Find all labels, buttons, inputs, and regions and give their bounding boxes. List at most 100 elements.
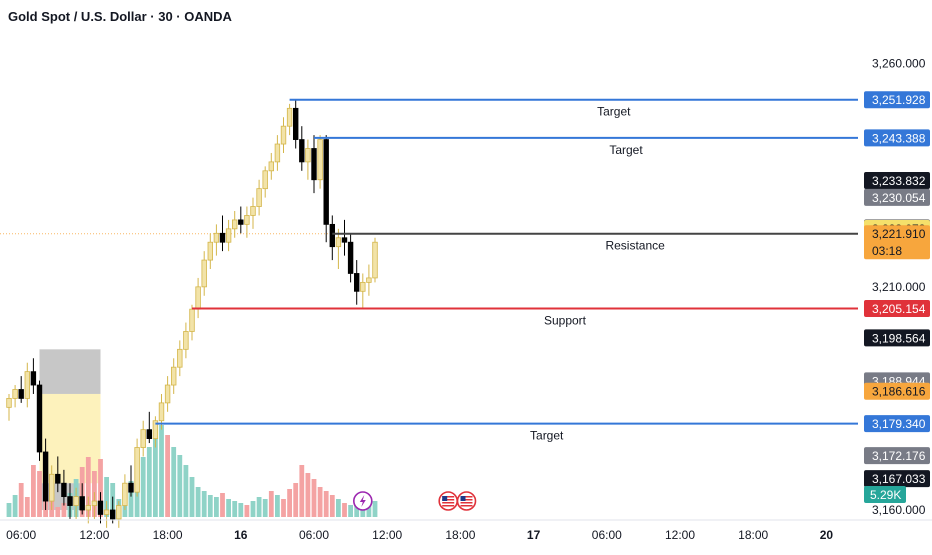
volume-bar (55, 507, 61, 517)
candle-body (286, 107, 293, 127)
price-tag-label: 3,230.054 (872, 191, 926, 205)
x-tick-label: 06:00 (6, 528, 36, 542)
candle-body (183, 331, 189, 350)
lightning-icon (352, 491, 373, 511)
price-tag-label: 3,198.564 (872, 331, 926, 345)
volume-bar (31, 465, 36, 517)
price-tag: 3,251.928 (864, 91, 930, 109)
candle-body (128, 482, 134, 493)
candle-body (335, 237, 342, 248)
volume-bar (329, 495, 335, 517)
zone-box (39, 393, 101, 484)
volume-bar (293, 483, 299, 517)
chart-title: Gold Spot / U.S. Dollar · 30 · OANDA (8, 9, 232, 24)
volume-bar (256, 497, 262, 517)
candle-body (225, 228, 232, 243)
volume-bar (342, 503, 347, 517)
volume-bar (177, 455, 183, 517)
volume-bar (348, 505, 353, 517)
candle-body (341, 237, 348, 243)
volume-bar (232, 501, 238, 517)
volume-bar (61, 503, 67, 517)
candle-body (73, 496, 79, 506)
volume-bar (207, 495, 213, 517)
price-tag-label: 3,243.388 (872, 131, 926, 145)
y-tick-label: 3,160.000 (872, 503, 926, 517)
volume-bar (317, 487, 323, 517)
candle-body (140, 429, 146, 448)
candle-body (85, 505, 91, 511)
candle-body (353, 273, 360, 292)
candle-body (366, 277, 372, 283)
candle-body (116, 505, 122, 520)
candle-body (110, 509, 116, 520)
price-tag-label: 3,205.154 (872, 302, 926, 316)
volume-bar (128, 481, 134, 517)
support-label: Support (544, 313, 587, 327)
candle-body (238, 219, 244, 225)
price-tag-label: 3,233.832 (872, 174, 926, 188)
target-label: Target (530, 429, 564, 443)
candle-body (268, 161, 274, 172)
volume-bar (201, 491, 207, 517)
candle-body (42, 451, 49, 502)
x-tick-label: 12:00 (372, 528, 402, 542)
x-tick-label: 16 (234, 528, 248, 542)
candle-body (177, 348, 183, 368)
volume-bar (18, 483, 24, 517)
candle-body (12, 389, 18, 399)
x-tick-label: 20 (820, 528, 834, 542)
x-tick-label: 18:00 (738, 528, 768, 542)
y-tick-label: 3,260.000 (872, 57, 926, 71)
volume-bar (165, 435, 170, 517)
candle-body (323, 139, 329, 225)
price-tag-label: 3,221.910 (872, 227, 926, 241)
price-tag: 3,172.176 (864, 447, 930, 465)
x-tick-label: 06:00 (299, 528, 329, 542)
candle-body (122, 482, 128, 506)
volume-bar (226, 499, 231, 517)
volume-bar (299, 465, 305, 517)
price-tag-label: 3,186.616 (872, 385, 926, 399)
price-tag-label: 3,251.928 (872, 93, 926, 107)
x-tick-label: 18:00 (445, 528, 475, 542)
candle-body (244, 215, 250, 225)
x-tick-label: 12:00 (665, 528, 695, 542)
volume-bar (214, 497, 219, 517)
price-tag-countdown: 03:18 (872, 244, 902, 258)
candle-body (158, 402, 165, 422)
volume-bar (146, 447, 152, 517)
volume-bar (281, 499, 286, 517)
candle-body (207, 241, 213, 261)
volume-bar (195, 487, 201, 517)
target-label: Target (609, 143, 643, 157)
volume-bar (244, 505, 250, 517)
price-tag: 3,221.910 03:18 (864, 225, 930, 260)
price-tag: 3,205.154 (864, 299, 930, 317)
candle-body (170, 366, 177, 386)
candle-body (329, 223, 335, 248)
candle-body (311, 148, 317, 181)
candle-body (256, 188, 262, 207)
volume-bar (12, 495, 18, 517)
volume-bar (98, 459, 103, 517)
volume-bar (238, 503, 244, 517)
candle-body (6, 398, 12, 408)
us-flag-icon (456, 491, 477, 511)
volume-bar (189, 477, 195, 517)
volume-bar (287, 489, 292, 517)
candle-body (360, 281, 366, 292)
volume-bar (37, 471, 42, 517)
candle-body (213, 232, 220, 243)
x-tick-label: 18:00 (153, 528, 183, 542)
candle-body (231, 219, 238, 230)
candle-body (134, 447, 140, 493)
candle-body (152, 420, 159, 439)
candle-body (262, 170, 268, 190)
volume-bar (275, 495, 280, 517)
price-tag: 3,167.033 (864, 470, 930, 488)
volume-bar (311, 479, 317, 517)
y-tick-label: 3,210.000 (872, 280, 926, 294)
